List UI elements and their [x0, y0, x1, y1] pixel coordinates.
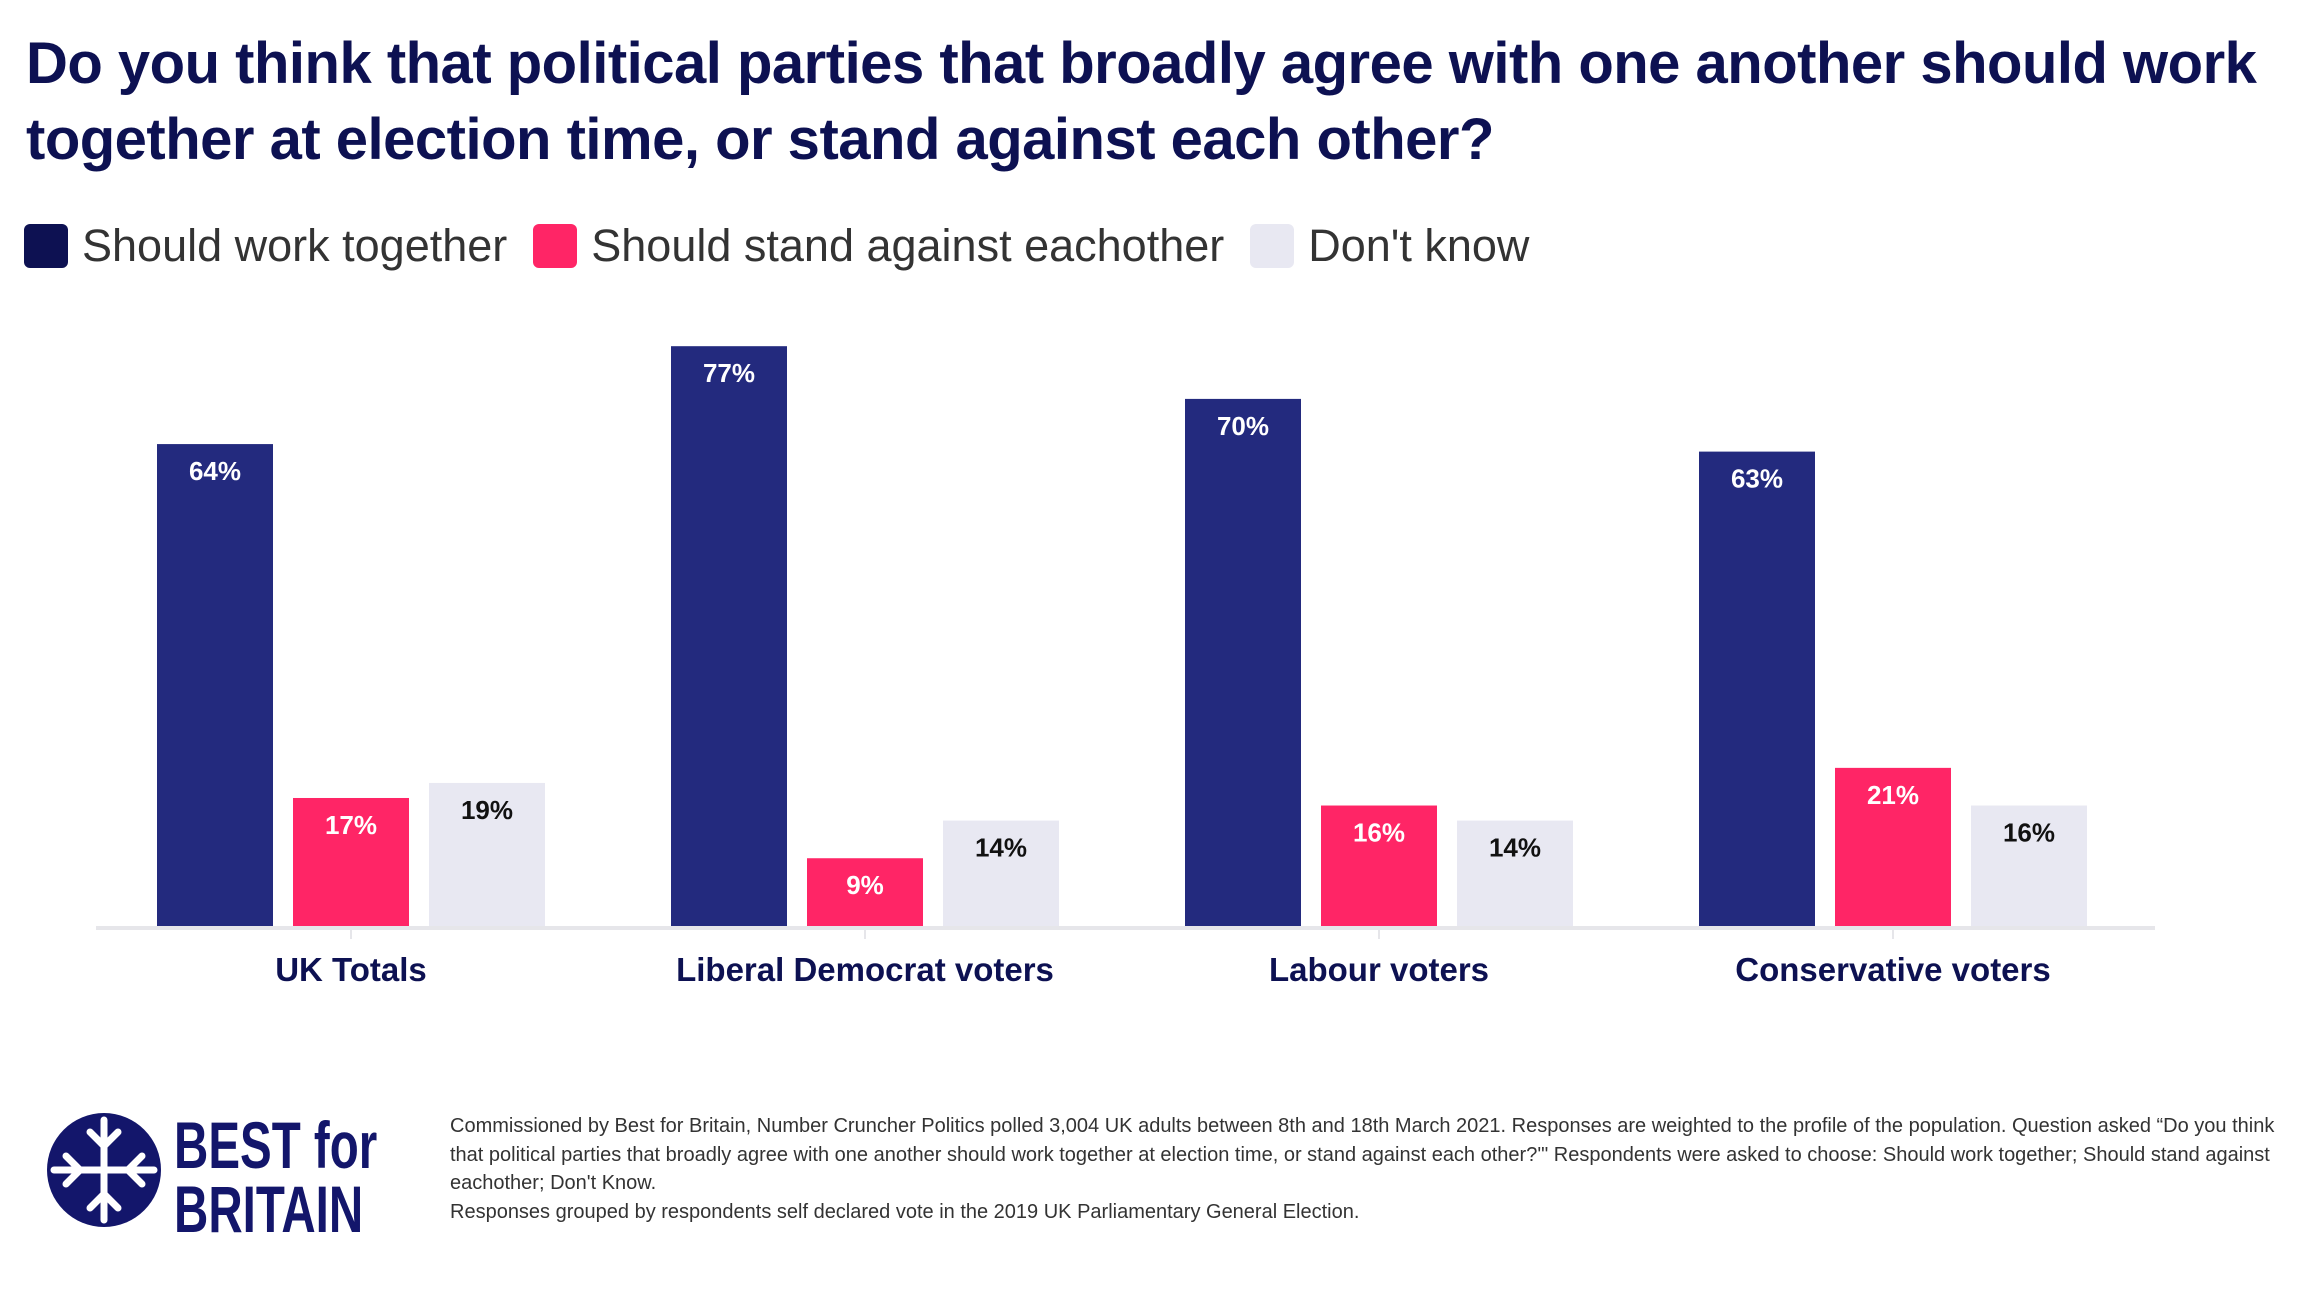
legend-item-stand-against: Should stand against eachother: [533, 220, 1224, 272]
legend-item-work-together: Should work together: [24, 220, 507, 272]
data-label: 77%: [703, 358, 755, 388]
data-label: 64%: [189, 456, 241, 486]
bar: [1185, 398, 1301, 926]
data-label: 21%: [1867, 780, 1919, 810]
bar: [429, 782, 545, 926]
bar-chart: UK Totals 64% 17% 19% Liberal Democrat voter…: [96, 346, 2155, 988]
data-label: 70%: [1217, 411, 1269, 441]
legend-swatch: [1250, 224, 1295, 268]
footnote-grouping: Responses grouped by respondents self de…: [450, 1200, 1360, 1223]
bar: [157, 444, 273, 926]
bar: [807, 858, 923, 926]
bar: [293, 797, 409, 926]
data-label: 14%: [1489, 833, 1541, 863]
bar: [671, 346, 787, 926]
legend-label: Don't know: [1308, 220, 1530, 271]
bar: [1457, 820, 1573, 926]
category-label: UK Totals: [275, 951, 427, 988]
data-label: 14%: [975, 833, 1027, 863]
bar: [1321, 805, 1437, 926]
footnote-methodology: Commissioned by Best for Britain, Number…: [450, 1115, 2275, 1194]
bar: [943, 820, 1059, 926]
legend-swatch: [24, 224, 68, 268]
footnote: Commissioned by Best for Britain, Number…: [450, 1112, 2285, 1226]
category-label: Liberal Democrat voters: [676, 951, 1054, 988]
bar: [1971, 805, 2087, 926]
legend-swatch: [533, 224, 578, 268]
data-label: 63%: [1731, 464, 1783, 494]
data-label: 16%: [2003, 818, 2055, 848]
best-for-britain-logo: BEST for BRITAIN: [47, 1110, 377, 1235]
legend-item-dont-know: Don't know: [1250, 220, 1529, 272]
legend: Should work together Should stand agains…: [24, 220, 1555, 272]
bar: [1699, 451, 1815, 926]
data-label: 16%: [1353, 818, 1405, 848]
logo-text-line1: BEST for: [174, 1110, 377, 1183]
legend-label: Should stand against eachother: [591, 220, 1225, 271]
data-label: 17%: [325, 810, 377, 840]
category-label: Labour voters: [1269, 951, 1489, 988]
data-label: 9%: [846, 870, 884, 900]
bar: [1835, 767, 1951, 926]
chart-title: Do you think that political parties that…: [26, 31, 2257, 172]
category-label: Conservative voters: [1735, 951, 2050, 988]
legend-label: Should work together: [82, 220, 508, 271]
data-label: 19%: [461, 795, 513, 825]
logo-text-line2: BRITAIN: [174, 1173, 363, 1235]
